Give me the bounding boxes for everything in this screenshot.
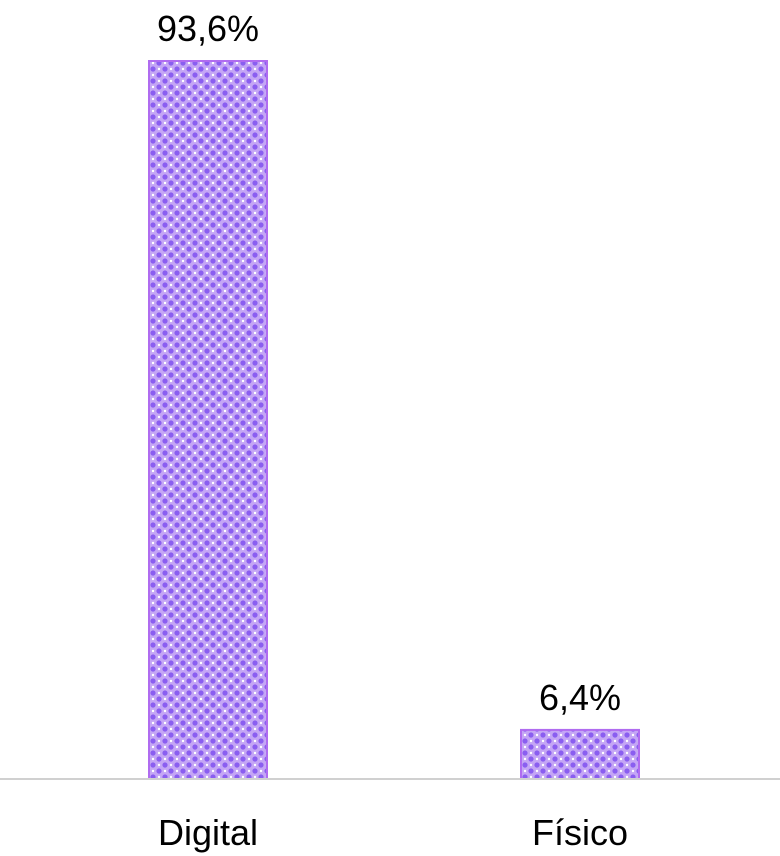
- data-label-1: 6,4%: [539, 677, 621, 718]
- bar-0: [148, 60, 268, 780]
- category-label-1: Físico: [532, 812, 628, 853]
- bars: [148, 60, 640, 781]
- bar-1: [520, 728, 640, 781]
- data-label-0: 93,6%: [157, 8, 259, 49]
- labels: 93,6% Digital 6,4% Físico: [157, 8, 628, 853]
- category-label-0: Digital: [158, 812, 258, 853]
